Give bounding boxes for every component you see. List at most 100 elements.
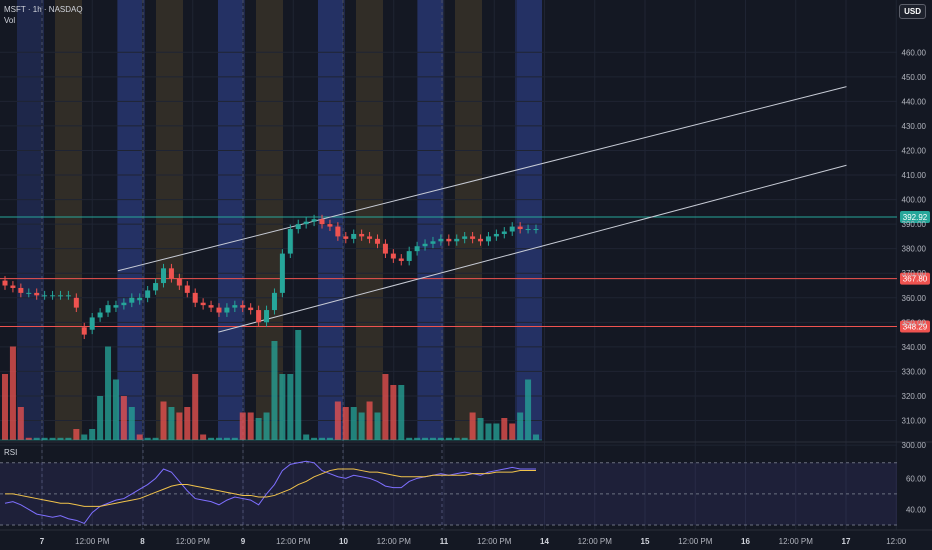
candle-body [2, 280, 8, 286]
price-tick: 310.00 [902, 417, 927, 426]
candle-body [129, 297, 135, 303]
time-tick: 10 [339, 537, 348, 546]
candle-body [184, 285, 190, 293]
candle-body [446, 238, 452, 242]
regular-session-band [55, 0, 82, 440]
volume-bar [33, 437, 40, 440]
volume-bar [366, 401, 373, 440]
level-label: 348.29 [903, 323, 928, 332]
candle-body [18, 287, 24, 293]
volume-bar [208, 437, 215, 440]
candle-body [462, 236, 468, 239]
candle-body [200, 302, 206, 306]
volume-bar [73, 429, 80, 440]
candle-body [34, 292, 40, 296]
time-tick: 15 [641, 537, 650, 546]
candle-body [311, 219, 317, 222]
candle-body [271, 292, 277, 311]
afterhours-band [218, 0, 243, 440]
candle-body [232, 305, 238, 308]
time-tick: 12:00 PM [477, 537, 512, 546]
candle-body [470, 236, 476, 239]
candle-body [478, 238, 484, 242]
price-tick: 350.00 [902, 318, 927, 327]
candle-body [42, 295, 48, 297]
candle-body [97, 312, 103, 318]
regular-session-band [455, 0, 482, 440]
afterhours-band [418, 0, 443, 440]
volume-bar [406, 437, 413, 440]
price-tick: 450.00 [902, 73, 927, 82]
candle-body [256, 310, 262, 323]
price-tick: 380.00 [902, 245, 927, 254]
candle-body [192, 292, 198, 303]
candle-body [50, 295, 56, 297]
candle-body [509, 226, 515, 232]
symbol-line: MSFT · 1h · NASDAQ [4, 4, 83, 15]
premarket-band [218, 0, 245, 440]
candle-body [430, 241, 436, 244]
price-tick: 410.00 [902, 171, 927, 180]
rsi-pane [0, 441, 932, 526]
candle-body [121, 302, 127, 306]
rsi-ma-line [5, 468, 536, 507]
candle-body [501, 231, 507, 234]
volume-bar [493, 423, 500, 440]
currency-button[interactable]: USD [899, 4, 926, 19]
volume-bar [136, 434, 143, 440]
regular-session-band [356, 0, 383, 440]
candle-body [367, 236, 373, 239]
candle-body [525, 229, 531, 231]
volume-bar [414, 437, 421, 440]
volume-bar [279, 374, 286, 440]
volume-bar [509, 423, 516, 440]
volume-bar [112, 379, 119, 440]
candle-body [81, 327, 87, 335]
candle-body [438, 238, 444, 242]
price-tick: 330.00 [902, 367, 927, 376]
volume-bar [334, 401, 341, 440]
candle-body [406, 251, 412, 261]
time-tick: 12:00 [886, 537, 907, 546]
candlesticks [2, 214, 539, 340]
volume-bar [105, 346, 112, 440]
price-tick: 460.00 [902, 48, 927, 57]
candle-body [359, 233, 365, 237]
volume-bar [533, 434, 539, 440]
volume-bar [49, 437, 56, 440]
candle-body [168, 268, 174, 279]
candle-body [10, 285, 16, 288]
volume-bar [319, 437, 326, 440]
volume-bar [25, 437, 32, 440]
premarket-band [417, 0, 444, 440]
volume-bar [255, 418, 262, 440]
rsi-band-fill [0, 462, 897, 525]
candle-body [374, 238, 380, 244]
volume-label: Vol [4, 16, 16, 25]
volume-bar [200, 434, 207, 440]
volume-bar [461, 437, 468, 440]
volume-bar [445, 437, 452, 440]
candle-body [161, 268, 167, 284]
volume-bar [2, 374, 8, 440]
candle-body [264, 310, 270, 323]
time-tick: 16 [741, 537, 750, 546]
time-tick: 12:00 PM [578, 537, 613, 546]
volume-bar [81, 434, 88, 440]
volume-bar [215, 437, 222, 440]
time-tick: 12:00 PM [75, 537, 110, 546]
trend-channel [117, 86, 847, 333]
price-axis[interactable]: 460.00 450.00 440.00 430.00 420.00 410.00 400.… [902, 48, 927, 514]
price-tick: 300.00 [902, 441, 927, 450]
rsi-tick: 40.00 [906, 505, 927, 514]
volume-bar [382, 374, 389, 440]
volume-bar [57, 437, 64, 440]
time-axis[interactable]: 7 12:00 PM 8 12:00 PM 9 12:00 PM 10 12:00 PM 11 1… [0, 529, 932, 546]
rsi-tick: 60.00 [906, 474, 927, 483]
volume-bar [295, 330, 302, 440]
candle-body [240, 305, 246, 308]
price-tick: 400.00 [902, 196, 927, 205]
volume-bars [0, 330, 542, 441]
level-tag [900, 320, 930, 333]
